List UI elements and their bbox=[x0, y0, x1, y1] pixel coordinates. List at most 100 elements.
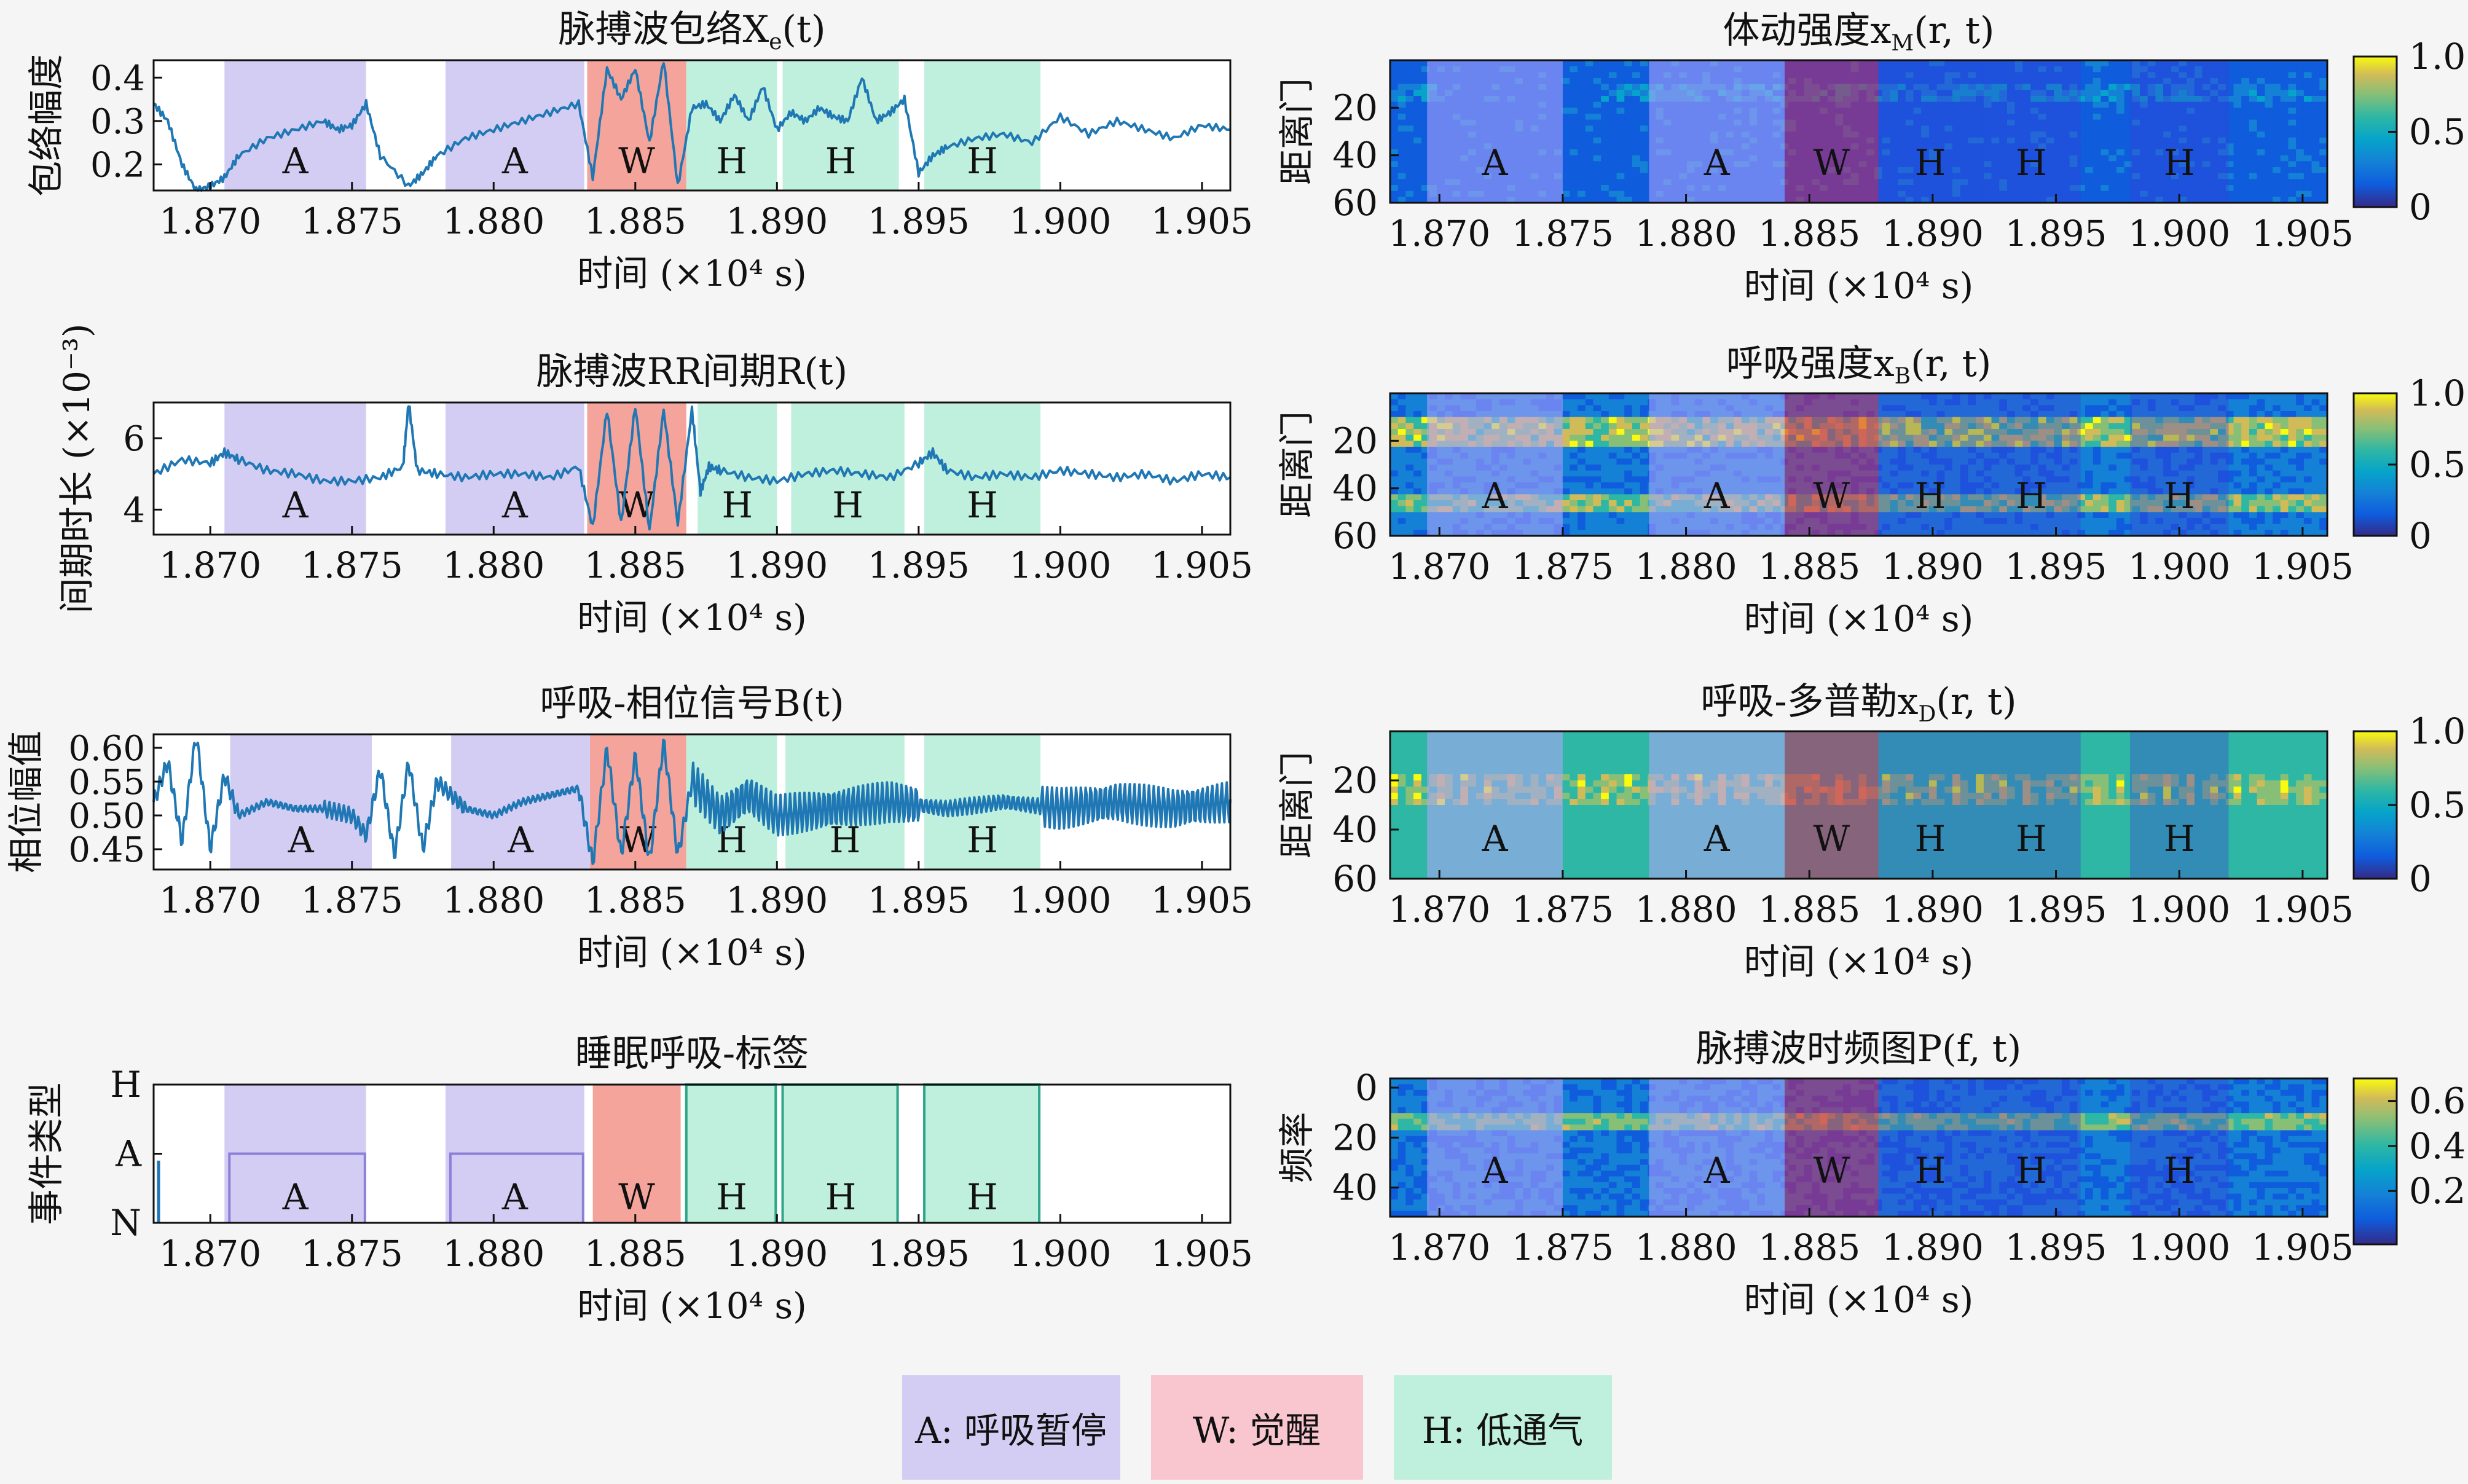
heatmap-cell bbox=[1991, 143, 2000, 150]
heatmap-cell bbox=[1562, 96, 1570, 103]
heatmap-cell bbox=[2265, 167, 2273, 174]
heatmap-cell bbox=[1890, 72, 1898, 79]
x-tick-label: 1.900 bbox=[1009, 544, 1111, 586]
heatmap-cell bbox=[1640, 399, 1648, 406]
heatmap-cell bbox=[2022, 119, 2031, 126]
heatmap-cell bbox=[1632, 185, 1641, 192]
x-tick-label: 1.880 bbox=[1635, 213, 1737, 254]
heatmap-cell bbox=[1624, 161, 1633, 168]
heatmap-cell bbox=[2273, 137, 2281, 144]
heatmap-cell bbox=[1632, 161, 1641, 168]
heatmap-cell bbox=[1593, 506, 1601, 512]
heatmap-cell bbox=[2273, 119, 2281, 126]
heatmap-cell bbox=[1928, 108, 1938, 114]
heatmap-cell bbox=[2296, 132, 2305, 138]
heatmap-cell bbox=[1593, 458, 1601, 465]
heatmap-cell bbox=[1608, 101, 1617, 108]
heatmap-cell bbox=[2006, 167, 2016, 174]
heatmap-cell bbox=[1976, 137, 1984, 144]
heatmap-cell bbox=[1624, 458, 1633, 465]
heatmap-cell bbox=[1405, 173, 1414, 179]
heatmap-cell bbox=[1397, 161, 1407, 168]
heatmap-cell bbox=[1413, 179, 1422, 186]
heatmap-cell bbox=[1601, 60, 1609, 67]
heatmap-cell bbox=[2006, 90, 2016, 96]
heatmap-cell bbox=[1390, 411, 1399, 418]
heatmap-cell bbox=[1905, 96, 1914, 103]
heatmap-cell bbox=[1928, 137, 1938, 144]
heatmap-cell bbox=[1882, 161, 1890, 168]
heatmap-cell bbox=[1898, 60, 1906, 67]
heatmap-cell bbox=[1593, 72, 1601, 79]
heatmap-cell bbox=[1593, 161, 1601, 168]
heatmap-cell bbox=[1898, 137, 1906, 144]
heatmap-cell bbox=[1616, 393, 1625, 400]
heatmap-cell bbox=[2155, 125, 2164, 132]
heatmap-cell bbox=[1928, 190, 1938, 197]
heatmap-cell bbox=[1968, 167, 1976, 174]
heatmap-cell bbox=[1968, 96, 1976, 103]
heatmap-cell bbox=[2046, 167, 2054, 174]
heatmap-cell bbox=[2069, 101, 2078, 108]
heatmap-cell bbox=[1578, 114, 1586, 120]
heatmap-cell bbox=[1640, 417, 1648, 423]
heatmap-cell bbox=[1578, 458, 1586, 465]
heatmap-cell bbox=[1562, 173, 1570, 179]
heatmap-cell bbox=[1952, 132, 1961, 138]
heatmap-cell bbox=[2147, 179, 2156, 186]
heatmap-cell bbox=[2116, 96, 2125, 103]
heatmap-cell bbox=[1570, 179, 1578, 186]
heatmap-cell bbox=[2046, 101, 2054, 108]
heatmap-cell bbox=[1413, 66, 1422, 73]
heatmap-cell bbox=[2147, 190, 2156, 197]
heatmap-cell bbox=[2147, 114, 2156, 120]
x-tick-label: 1.875 bbox=[1512, 213, 1614, 254]
heatmap-cell bbox=[1405, 96, 1414, 103]
heatmap-cell bbox=[2069, 167, 2078, 174]
heatmap-cell bbox=[1983, 173, 1992, 179]
heatmap-cell bbox=[2280, 190, 2289, 197]
heatmap-cell bbox=[1640, 161, 1648, 168]
heatmap-cell bbox=[1968, 114, 1976, 120]
heatmap-cell bbox=[1413, 78, 1422, 85]
heatmap-cell bbox=[1991, 179, 2000, 186]
heatmap-cell bbox=[1397, 101, 1407, 108]
event-label: H bbox=[825, 140, 857, 182]
heatmap-cell bbox=[2014, 108, 2023, 114]
heatmap-cell bbox=[1952, 137, 1961, 144]
heatmap-cell bbox=[2273, 161, 2281, 168]
heatmap-cell bbox=[2069, 173, 2078, 179]
heatmap-cell bbox=[1397, 185, 1407, 192]
heatmap-cell bbox=[2022, 197, 2031, 203]
heatmap-cell bbox=[1405, 417, 1414, 423]
x-axis-label: 时间 (×10⁴ s) bbox=[577, 253, 807, 294]
heatmap-cell bbox=[1898, 132, 1906, 138]
x-axis-label: 时间 (×10⁴ s) bbox=[577, 932, 807, 973]
y-axis-label: 事件类型 bbox=[25, 1082, 67, 1225]
heatmap-cell bbox=[2233, 119, 2242, 126]
heatmap-cell bbox=[2014, 114, 2023, 120]
heatmap-cell bbox=[1882, 72, 1890, 79]
heatmap-cell bbox=[1593, 143, 1601, 150]
heatmap-cell bbox=[1936, 60, 1945, 67]
heatmap-cell bbox=[2077, 167, 2086, 174]
heatmap-cell bbox=[2022, 114, 2031, 120]
heatmap-cell bbox=[1593, 167, 1601, 174]
event-region-H bbox=[924, 60, 1041, 190]
heatmap-cell bbox=[2280, 161, 2289, 168]
heatmap-cell bbox=[2241, 78, 2250, 85]
heatmap-cell bbox=[2140, 197, 2148, 203]
heatmap-cell bbox=[1905, 125, 1914, 132]
x-tick-label: 1.900 bbox=[2128, 213, 2230, 254]
heatmap-cell bbox=[1390, 500, 1399, 507]
heatmap-cell bbox=[1390, 137, 1399, 144]
heatmap-cell bbox=[2288, 78, 2297, 85]
heatmap-cell bbox=[1578, 423, 1586, 430]
heatmap-cell bbox=[1913, 72, 1922, 79]
y-tick-label: 0.4 bbox=[90, 58, 145, 98]
heatmap-cell bbox=[2233, 96, 2242, 103]
x-tick-label: 1.900 bbox=[1009, 1233, 1111, 1274]
heatmap-cell bbox=[2249, 125, 2258, 132]
heatmap-cell bbox=[1578, 78, 1586, 85]
heatmap-cell bbox=[2249, 84, 2258, 90]
